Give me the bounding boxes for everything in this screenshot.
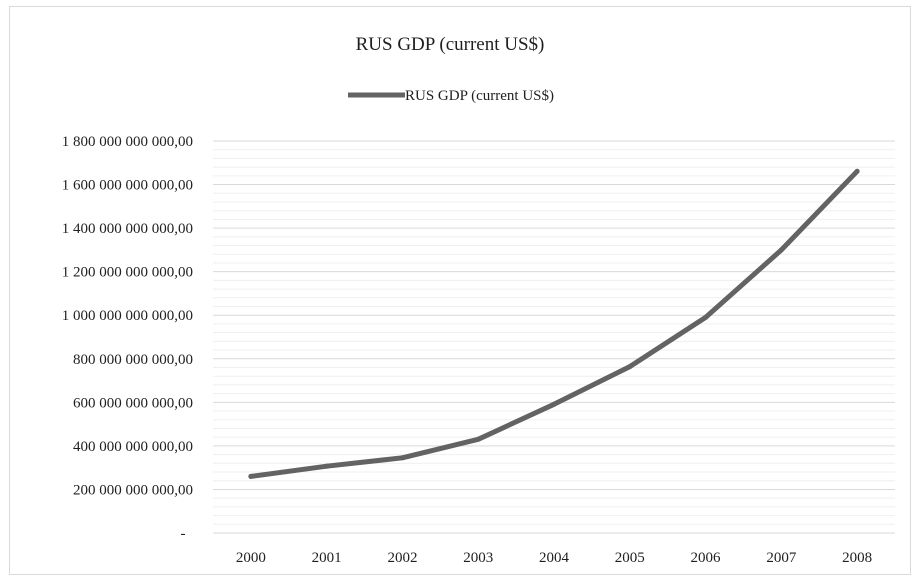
y-tick-label: 1 400 000 000 000,00 [62, 221, 193, 237]
y-tick-label: 400 000 000 000,00 [73, 439, 193, 455]
data-point [248, 473, 254, 479]
data-point [399, 455, 405, 461]
chart-title: RUS GDP (current US$) [356, 34, 545, 55]
x-tick-label: 2007 [766, 550, 797, 566]
y-tick-label: 1 600 000 000 000,00 [62, 178, 193, 194]
gridlines [213, 140, 895, 534]
y-tick-label: - [181, 526, 186, 542]
series-group [248, 168, 860, 479]
x-axis-labels: 2000 2001 2002 2003 2004 2005 2006 2007 2008 [236, 550, 872, 566]
y-tick-label: 800 000 000 000,00 [73, 352, 193, 368]
x-tick-label: 2004 [539, 550, 570, 566]
y-tick-label: 1 000 000 000 000,00 [62, 308, 193, 324]
x-tick-label: 2003 [463, 550, 493, 566]
y-tick-label: 600 000 000 000,00 [73, 395, 193, 411]
data-point [854, 168, 860, 174]
y-tick-label: 1 800 000 000 000,00 [62, 134, 193, 150]
data-point [627, 364, 633, 370]
legend-label: RUS GDP (current US$) [405, 88, 554, 104]
data-point [324, 463, 330, 469]
x-tick-label: 2000 [236, 550, 266, 566]
chart-frame [9, 6, 911, 575]
data-point [475, 436, 481, 442]
data-point [778, 247, 784, 253]
legend: RUS GDP (current US$) [348, 88, 554, 104]
data-point [551, 401, 557, 407]
y-tick-label: 1 200 000 000 000,00 [62, 265, 193, 281]
data-point [703, 314, 709, 320]
x-tick-label: 2005 [615, 550, 645, 566]
x-tick-label: 2002 [387, 550, 417, 566]
y-tick-label: 200 000 000 000,00 [73, 482, 193, 498]
x-tick-label: 2006 [691, 550, 722, 566]
x-tick-label: 2008 [842, 550, 872, 566]
y-axis-labels: - 200 000 000 000,00 400 000 000 000,00 600… [62, 134, 193, 542]
x-tick-label: 2001 [312, 550, 342, 566]
